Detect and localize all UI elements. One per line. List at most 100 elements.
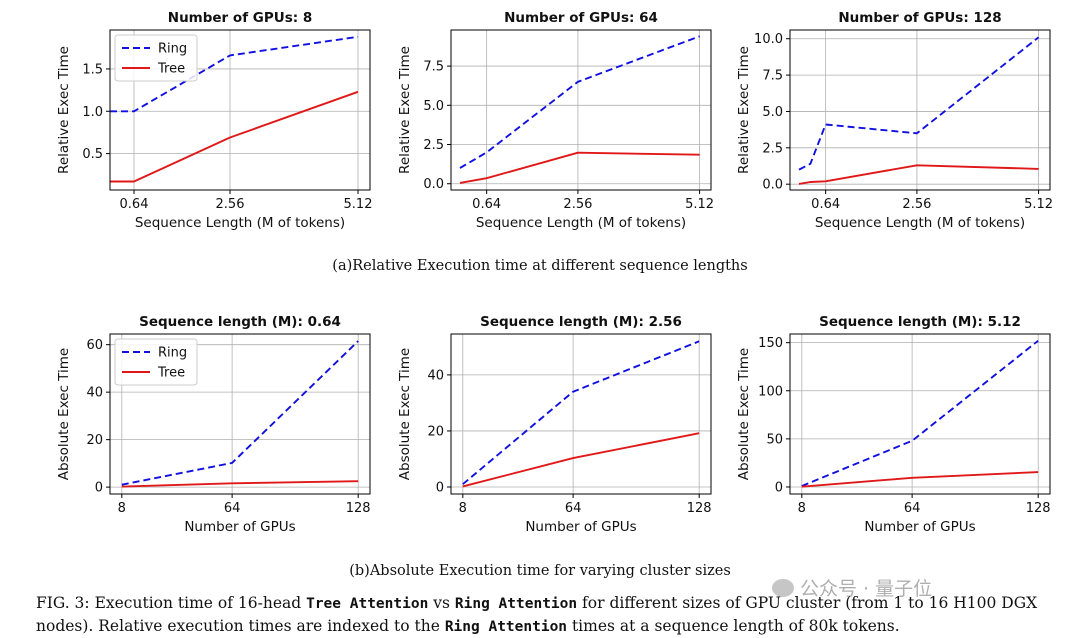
caption-label: FIG. 3: [36, 594, 90, 612]
series-line-tree [462, 432, 700, 488]
y-tick-label: 0 [436, 480, 444, 495]
caption-text-3: for different sizes of GPU cluster (from… [36, 594, 1038, 635]
y-axis-label: Absolute Exec Time [56, 348, 72, 480]
x-axis-label: Sequence Length (M of tokens) [135, 215, 345, 231]
y-tick-label: 0.5 [82, 147, 103, 162]
chart-title: Sequence length (M): 2.56 [480, 314, 682, 330]
caption-text-4: times at a sequence length of 80k tokens… [567, 617, 900, 635]
y-tick-label: 2.5 [423, 138, 444, 153]
y-tick-label: 150 [758, 336, 783, 351]
series-line-ring [798, 36, 1040, 171]
legend-label-tree: Tree [157, 366, 185, 381]
y-tick-label: 100 [758, 384, 783, 399]
y-tick-label: 1.0 [82, 105, 103, 120]
subplot-5: 8 64 128 0 20 40 Sequence length (M): 2.56 Numb… [397, 314, 712, 535]
plot-frame [789, 333, 1051, 495]
series-line-ring [110, 35, 359, 113]
x-tick-label: 64 [904, 501, 921, 516]
subplot-2: 0.64 2.56 5.12 0.0 2.5 5.0 7.5 Number of GPUs: … [397, 10, 714, 231]
y-tick-label: 0 [775, 480, 783, 495]
x-tick-label: 64 [224, 501, 241, 516]
y-tick-label: 40 [86, 386, 103, 401]
series-line-tree [801, 471, 1039, 488]
x-tick-label: 128 [687, 501, 712, 516]
x-tick-label: 2.56 [563, 197, 592, 212]
x-axis-label: Sequence Length (M of tokens) [815, 215, 1025, 231]
x-tick-label: 8 [459, 501, 467, 516]
legend-box [114, 338, 198, 386]
legend-label-ring: Ring [158, 346, 187, 361]
y-axis-label: Absolute Exec Time [397, 348, 413, 480]
y-axis-label: Relative Exec Time [736, 46, 752, 174]
plot-frame [109, 29, 371, 191]
x-tick-label: 0.64 [472, 197, 501, 212]
legend-label-ring: Ring [158, 42, 187, 57]
series-line-tree [121, 480, 359, 488]
y-tick-label: 50 [766, 432, 783, 447]
caption-text-1: Execution time of 16-head [89, 594, 307, 612]
y-axis-label: Relative Exec Time [397, 46, 413, 174]
y-tick-label: 7.5 [762, 69, 783, 84]
series-line-ring [121, 340, 359, 486]
x-axis-label: Number of GPUs [525, 519, 636, 535]
figure-caption: FIG. 3: Execution time of 16-head Tree A… [36, 592, 1066, 638]
x-tick-label: 128 [346, 501, 371, 516]
series-line-tree [459, 151, 700, 184]
x-tick-label: 8 [798, 501, 806, 516]
wechat-icon [772, 579, 794, 597]
series-line-tree [110, 90, 359, 183]
y-tick-label: 5.0 [762, 105, 783, 120]
legend: Ring Tree [114, 338, 198, 386]
y-tick-label: 7.5 [423, 60, 444, 75]
x-tick-label: 0.64 [120, 197, 149, 212]
legend-label-tree: Tree [157, 62, 185, 77]
subfigure-caption-a: (a)Relative Execution time at different … [332, 258, 748, 274]
watermark-text: 公众号 · 量子位 [800, 578, 933, 600]
chart-title: Number of GPUs: 8 [168, 10, 312, 26]
y-tick-label: 20 [86, 433, 103, 448]
caption-text-2: vs [428, 594, 455, 612]
plot-frame [450, 333, 712, 495]
chart-title: Sequence length (M): 5.12 [819, 314, 1021, 330]
subfigure-caption-b: (b)Absolute Execution time for varying c… [349, 563, 731, 579]
x-axis-label: Number of GPUs [184, 519, 295, 535]
series-line-tree [798, 164, 1039, 185]
y-tick-label: 1.5 [82, 62, 103, 77]
series-line-ring [459, 35, 700, 169]
y-tick-label: 0.0 [762, 178, 783, 193]
subplot-4: 8 64 128 0 20 40 60 Sequence length (M): 0.64 Nu… [56, 314, 371, 535]
y-tick-label: 0.0 [423, 177, 444, 192]
caption-code-ring-attention: Ring Attention [454, 596, 578, 612]
plot-frame [109, 333, 371, 495]
legend: Ring Tree [114, 34, 198, 82]
subplot-1: 0.64 2.56 5.12 0.5 1.0 1.5 Number of GPUs: 8 Se… [56, 10, 372, 231]
chart-title: Number of GPUs: 64 [504, 10, 658, 26]
x-tick-label: 5.12 [685, 197, 714, 212]
x-tick-label: 5.12 [344, 197, 373, 212]
y-tick-label: 0 [95, 481, 103, 496]
y-tick-label: 2.5 [762, 141, 783, 156]
y-axis-label: Absolute Exec Time [736, 348, 752, 480]
series-line-ring [801, 339, 1039, 487]
chart-title: Sequence length (M): 0.64 [139, 314, 341, 330]
x-tick-label: 2.56 [216, 197, 245, 212]
caption-code-ring-attention-2: Ring Attention [444, 619, 568, 635]
x-tick-label: 128 [1026, 501, 1051, 516]
subplot-6: 8 64 128 0 50 100 150 Sequence length (M): 5.12… [736, 314, 1051, 535]
plot-frame [789, 29, 1051, 191]
y-tick-label: 40 [427, 368, 444, 383]
legend-box [114, 34, 198, 82]
x-tick-label: 8 [118, 501, 126, 516]
x-tick-label: 64 [565, 501, 582, 516]
x-axis-label: Sequence Length (M of tokens) [476, 215, 686, 231]
subplot-3: 0.64 2.56 5.12 0.0 2.5 5.0 7.5 10.0 Number of GP… [736, 10, 1053, 231]
x-tick-label: 2.56 [902, 197, 931, 212]
y-tick-label: 10.0 [754, 32, 783, 47]
y-axis-label: Relative Exec Time [56, 46, 72, 174]
x-tick-label: 5.12 [1024, 197, 1053, 212]
y-tick-label: 20 [427, 424, 444, 439]
y-tick-label: 60 [86, 338, 103, 353]
x-tick-label: 0.64 [811, 197, 840, 212]
watermark: 公众号 · 量子位 [772, 574, 932, 601]
